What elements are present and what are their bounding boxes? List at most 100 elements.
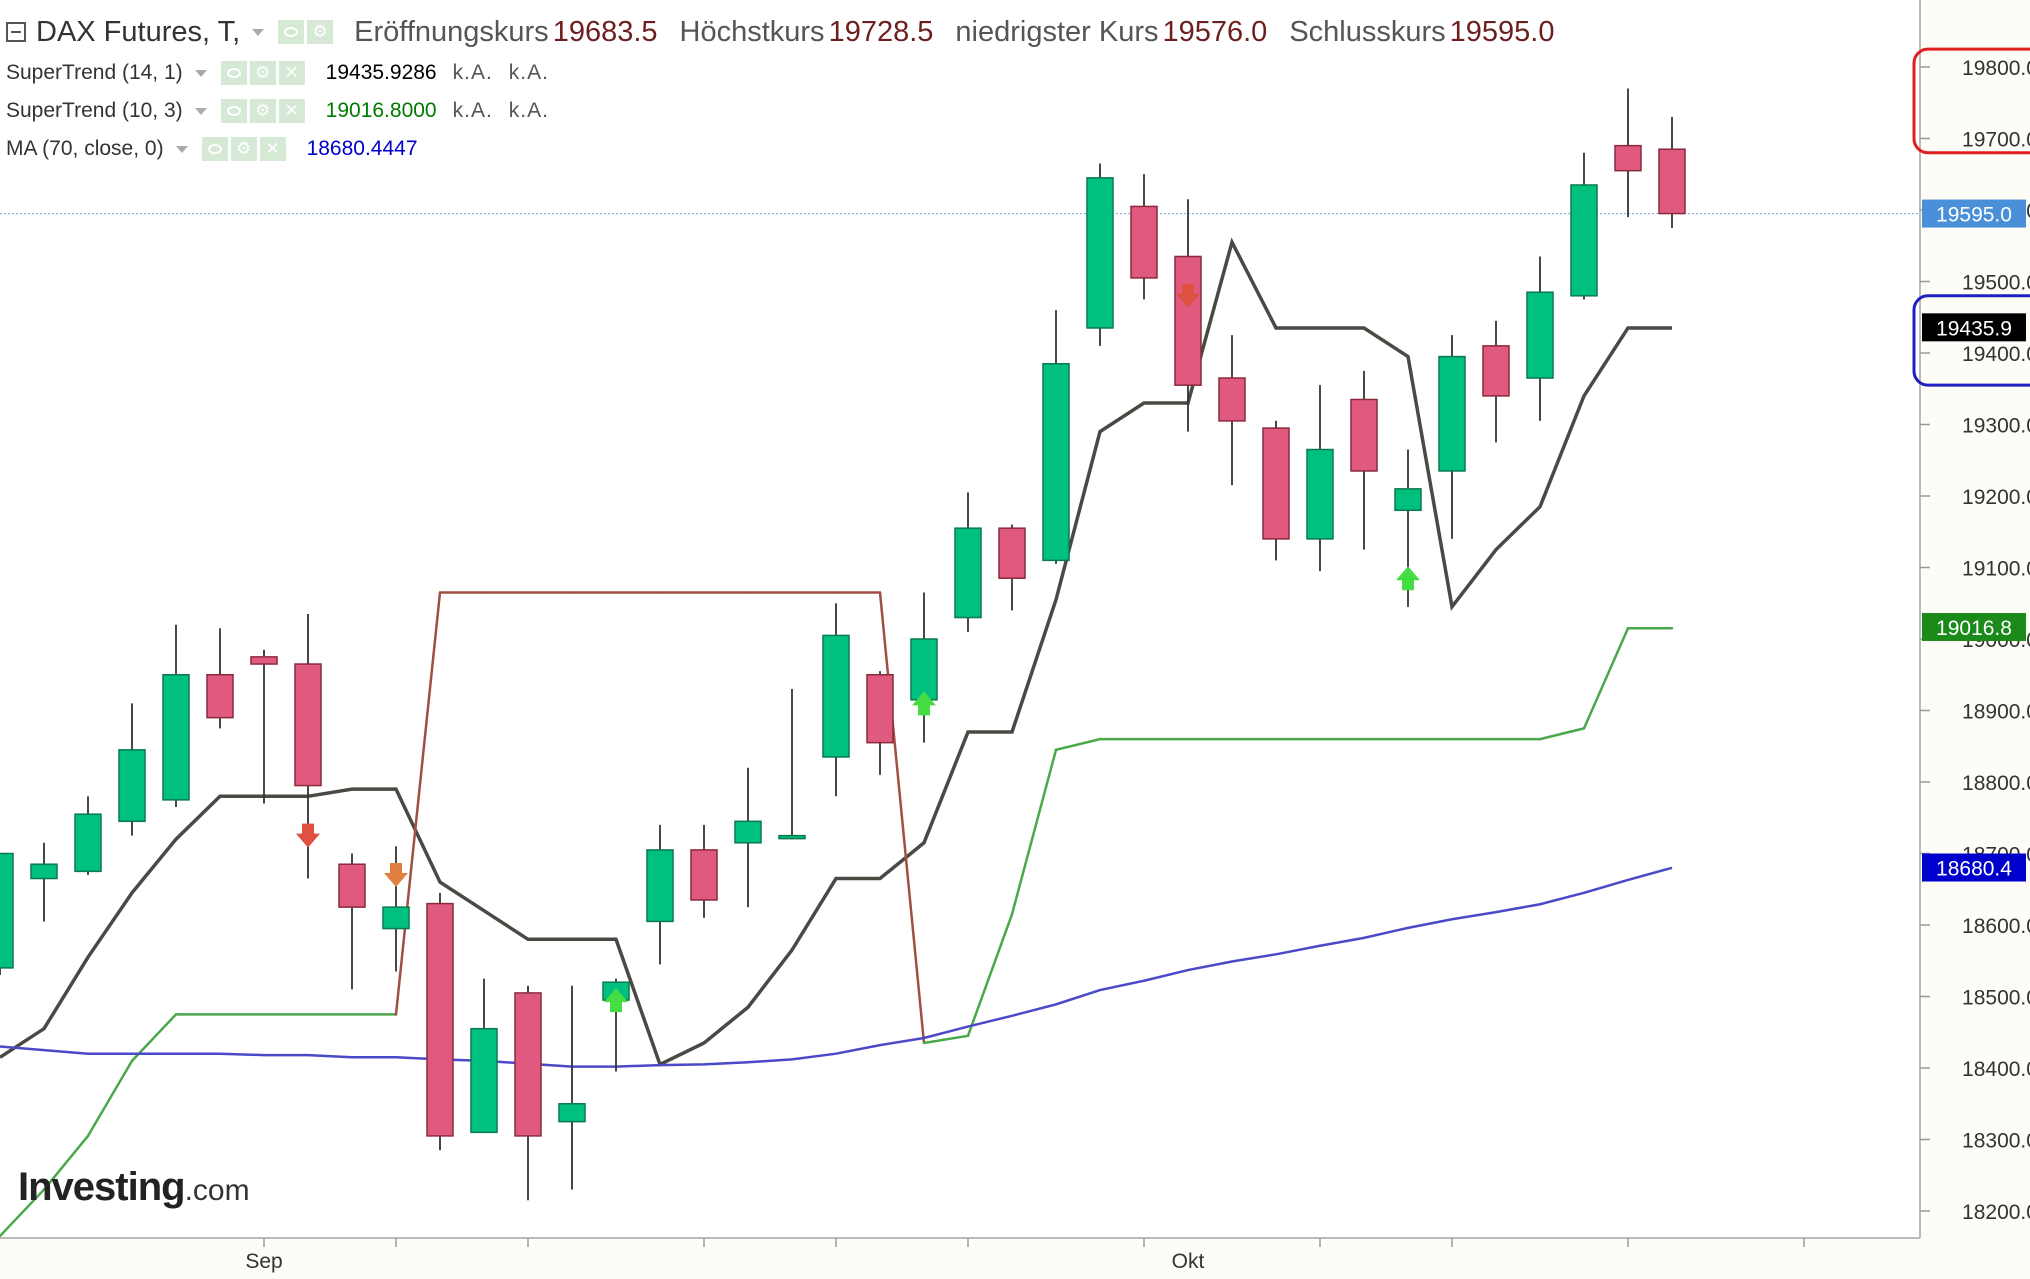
supertrend-10-segment: [1010, 748, 1058, 916]
low-label: niedrigster Kurs: [955, 15, 1159, 48]
candle-down: [1218, 377, 1246, 422]
supertrend-10-segment: [394, 591, 442, 1016]
candle-up: [74, 813, 102, 873]
y-tick-label: 19100.0: [1962, 558, 2030, 581]
remove-close-icon[interactable]: [278, 61, 305, 85]
y-tick-label: 19200.0: [1962, 486, 2030, 509]
remove-close-icon[interactable]: [278, 99, 305, 123]
remove-close-icon[interactable]: [259, 137, 286, 161]
candle-down: [1614, 144, 1642, 172]
supertrend-10-segment: [42, 1134, 90, 1191]
settings-gear-icon[interactable]: [249, 61, 276, 85]
candle-down: [206, 674, 234, 719]
y-tick-label: 18300.0: [1962, 1130, 2030, 1153]
indicator-row-supertrend-14: SuperTrend (14, 1) 19435.9286 k.A. k.A.: [6, 54, 549, 92]
supertrend-10-segment: [878, 591, 926, 1045]
indicator-value: 19016.8000: [325, 99, 437, 122]
sell-signal-arrow: [1176, 283, 1200, 308]
close-value: 19595.0: [1449, 15, 1555, 48]
candle-down: [294, 663, 322, 787]
candle-up: [382, 906, 410, 930]
candle-down: [1174, 255, 1202, 386]
price-label-box: [1922, 199, 2026, 228]
sell-signal-arrow: [296, 823, 320, 848]
high-value: 19728.5: [828, 15, 934, 48]
candle-up: [646, 849, 674, 923]
candle-down: [866, 674, 894, 744]
candle-up: [910, 638, 938, 701]
supertrend-10-segment: [1538, 727, 1586, 741]
candle-up: [30, 863, 58, 880]
symbol-dropdown-icon[interactable]: [252, 28, 265, 36]
supertrend-10-segment: [922, 1034, 970, 1045]
supertrend-10-segment: [1054, 737, 1102, 752]
supertrend-14-line: [0, 237, 1672, 1067]
highlight-box: [1912, 294, 2030, 387]
candle-down: [1130, 205, 1158, 279]
indicator-dropdown-icon[interactable]: [194, 107, 207, 115]
close-label: Schlusskurs: [1289, 15, 1446, 48]
settings-gear-icon[interactable]: [307, 20, 334, 44]
candle-up: [734, 820, 762, 844]
indicator-dropdown-icon[interactable]: [175, 145, 188, 153]
sell-signal-arrow: [384, 862, 408, 887]
visibility-eye-icon[interactable]: [220, 61, 247, 85]
open-value: 19683.5: [552, 15, 658, 48]
candle-up: [558, 1103, 586, 1123]
candle-up: [1394, 488, 1422, 512]
settings-gear-icon[interactable]: [249, 99, 276, 123]
price-label: 19595.0: [1936, 204, 2012, 227]
candle-up: [470, 1027, 498, 1134]
candle-up: [1526, 291, 1554, 379]
y-tick-label: 18500.0: [1962, 987, 2030, 1010]
candle-up: [0, 852, 14, 969]
candle-down: [1482, 345, 1510, 397]
highlight-box: [1912, 47, 2030, 155]
candle-down: [998, 527, 1026, 579]
buy-signal-arrow: [1396, 566, 1420, 591]
indicator-value: 19435.9286: [325, 61, 437, 84]
candle-up: [1570, 184, 1598, 297]
x-tick-label: Sep: [245, 1250, 282, 1273]
indicator-row-ma-70: MA (70, close, 0) 18680.4447: [6, 130, 418, 168]
investing-logo: Investing.com: [18, 1165, 250, 1209]
buy-signal-arrow: [912, 691, 936, 716]
price-label: 19016.8: [1936, 617, 2012, 640]
visibility-eye-icon[interactable]: [201, 137, 228, 161]
candle-down: [514, 992, 542, 1137]
candle-down: [1262, 427, 1290, 540]
supertrend-10-segment: [1582, 627, 1630, 730]
price-label-box: [1922, 853, 2026, 882]
indicator-na: k.A.: [452, 99, 493, 122]
supertrend-10-segment: [0, 1188, 46, 1238]
candle-up: [822, 634, 850, 758]
price-label: 18680.4: [1936, 858, 2012, 881]
visibility-eye-icon[interactable]: [220, 99, 247, 123]
candle-down: [1350, 398, 1378, 472]
y-tick-label: 18900.0: [1962, 701, 2030, 724]
indicator-dropdown-icon[interactable]: [194, 69, 207, 77]
candle-down: [250, 656, 278, 665]
candle-up: [1042, 362, 1070, 562]
time-axis-panel: [0, 1238, 1920, 1279]
visibility-eye-icon[interactable]: [278, 20, 305, 44]
supertrend-10-segment: [966, 913, 1014, 1038]
indicator-name: SuperTrend (10, 3): [6, 99, 183, 122]
low-value: 19576.0: [1162, 15, 1268, 48]
high-label: Höchstkurs: [679, 15, 825, 48]
candle-up: [118, 749, 146, 823]
indicator-value: 18680.4447: [306, 137, 418, 160]
indicator-na: k.A.: [508, 61, 549, 84]
settings-gear-icon[interactable]: [230, 137, 257, 161]
candle-up: [1438, 355, 1466, 472]
collapse-toggle-icon[interactable]: [6, 22, 26, 42]
indicator-na: k.A.: [508, 99, 549, 122]
y-tick-label: 19400.0: [1962, 343, 2030, 366]
y-tick-label: 19700.0: [1962, 129, 2030, 152]
indicator-row-supertrend-10: SuperTrend (10, 3) 19016.8000 k.A. k.A.: [6, 92, 549, 130]
candle-up: [778, 834, 806, 840]
price-label-box: [1922, 612, 2026, 641]
candle-up: [1086, 177, 1114, 329]
y-tick-label: 19300.0: [1962, 415, 2030, 438]
